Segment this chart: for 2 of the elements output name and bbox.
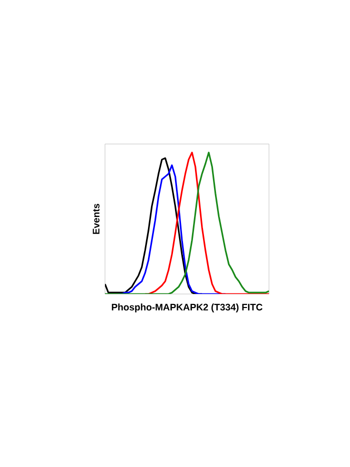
y-axis-title: Events — [92, 204, 100, 234]
x-axis-title: Phospho-MAPKAPK2 (T334) FITC — [112, 304, 262, 312]
